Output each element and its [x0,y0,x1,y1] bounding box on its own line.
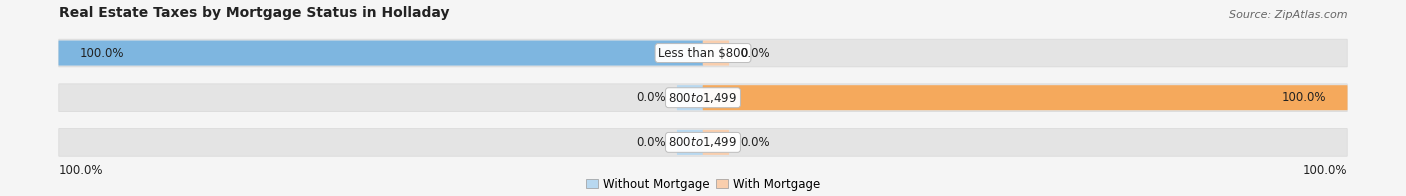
Text: 0.0%: 0.0% [740,136,769,149]
FancyBboxPatch shape [676,85,703,110]
Text: 0.0%: 0.0% [637,136,666,149]
Text: 100.0%: 100.0% [1282,91,1326,104]
Text: 0.0%: 0.0% [637,91,666,104]
Legend: Without Mortgage, With Mortgage: Without Mortgage, With Mortgage [581,173,825,196]
FancyBboxPatch shape [703,130,730,155]
Text: Source: ZipAtlas.com: Source: ZipAtlas.com [1229,10,1347,20]
Text: 100.0%: 100.0% [1303,164,1347,177]
FancyBboxPatch shape [676,130,703,155]
Text: $800 to $1,499: $800 to $1,499 [668,135,738,149]
Text: Real Estate Taxes by Mortgage Status in Holladay: Real Estate Taxes by Mortgage Status in … [59,5,450,20]
FancyBboxPatch shape [703,41,730,65]
FancyBboxPatch shape [59,39,1347,67]
FancyBboxPatch shape [703,85,1347,110]
FancyBboxPatch shape [59,129,1347,156]
Text: 100.0%: 100.0% [80,46,124,60]
Text: 0.0%: 0.0% [740,46,769,60]
FancyBboxPatch shape [59,84,1347,112]
FancyBboxPatch shape [59,41,703,65]
Text: $800 to $1,499: $800 to $1,499 [668,91,738,105]
Text: 100.0%: 100.0% [59,164,103,177]
Text: Less than $800: Less than $800 [658,46,748,60]
